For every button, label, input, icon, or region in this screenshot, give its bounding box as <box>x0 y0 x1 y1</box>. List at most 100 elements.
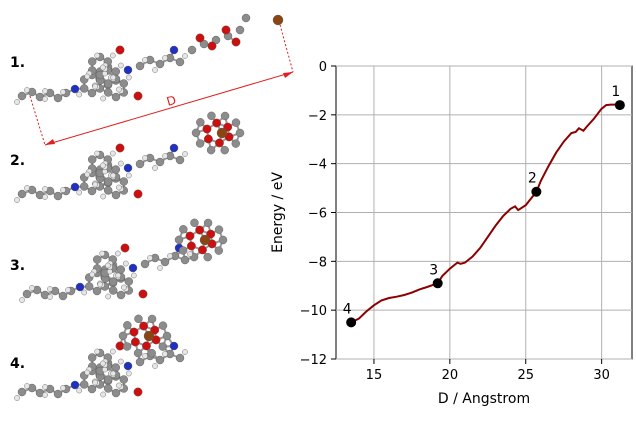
atom <box>163 332 171 340</box>
atom <box>88 385 96 393</box>
data-point-label-4: 4 <box>343 301 352 317</box>
atom <box>85 370 90 375</box>
atom <box>42 186 47 191</box>
atom <box>159 343 167 351</box>
atom <box>80 183 88 191</box>
atom <box>215 247 223 255</box>
atom <box>156 158 164 166</box>
atom <box>196 118 204 126</box>
molecule-3 <box>19 219 227 303</box>
atom <box>88 156 96 164</box>
atom <box>115 251 120 256</box>
atom <box>221 146 229 154</box>
molecule-2 <box>14 112 244 203</box>
atom <box>80 85 88 93</box>
atom <box>204 219 212 227</box>
atom <box>203 125 211 133</box>
atom <box>147 255 152 260</box>
atom <box>170 144 178 152</box>
panel-label-1: 1. <box>10 55 25 71</box>
atom <box>182 53 187 58</box>
atom <box>110 349 115 354</box>
atom <box>176 156 184 164</box>
y-tick-label: −8 <box>308 255 327 270</box>
atom <box>85 283 93 291</box>
atom <box>93 380 98 385</box>
atom <box>123 261 128 266</box>
data-point-2 <box>531 187 541 197</box>
atom <box>159 322 167 330</box>
atom <box>110 53 115 58</box>
atom <box>120 178 128 186</box>
atom <box>24 87 29 92</box>
atom <box>118 161 123 166</box>
x-tick-label: 15 <box>366 368 383 383</box>
atom <box>93 256 101 264</box>
molecule-illustrations: 1. 2. 3. 4. D <box>0 0 300 426</box>
molecule-1 <box>14 14 283 105</box>
atom <box>124 164 132 172</box>
atom <box>136 358 144 366</box>
atom <box>93 182 98 187</box>
atom <box>207 146 215 154</box>
atom <box>118 359 123 364</box>
atom <box>116 144 124 152</box>
atom <box>120 376 128 384</box>
atom <box>116 87 121 92</box>
data-point-4 <box>346 317 356 327</box>
atom <box>157 265 162 270</box>
panel-label-4: 4. <box>10 356 25 372</box>
atom <box>190 219 198 227</box>
atom <box>116 46 124 54</box>
atom <box>85 74 90 79</box>
atom <box>42 392 47 397</box>
atom <box>42 96 47 101</box>
atom <box>179 246 187 254</box>
atom <box>142 353 147 358</box>
atom <box>54 192 62 200</box>
atom <box>119 332 127 340</box>
atom <box>93 287 101 295</box>
atom <box>112 364 120 372</box>
atom <box>65 287 70 292</box>
atom <box>101 392 106 397</box>
data-point-label-3: 3 <box>429 262 438 278</box>
atom <box>60 89 65 94</box>
atom <box>18 190 26 198</box>
atom <box>162 55 167 60</box>
atom <box>112 68 120 76</box>
y-tick-label: −2 <box>308 109 327 124</box>
atom <box>117 291 125 299</box>
atom <box>162 153 167 158</box>
atom <box>161 258 169 266</box>
data-point-label-2: 2 <box>528 171 537 187</box>
atom <box>47 294 52 299</box>
atom <box>95 151 100 156</box>
atom <box>186 232 194 240</box>
atom <box>131 338 139 346</box>
atom <box>232 119 240 127</box>
atom <box>88 89 96 97</box>
atom <box>111 75 116 80</box>
atom <box>131 273 136 278</box>
atom <box>123 321 131 329</box>
atom <box>71 381 79 389</box>
atom <box>134 349 142 357</box>
atom <box>112 191 120 199</box>
atom <box>142 342 150 350</box>
atom <box>71 85 79 93</box>
atom <box>176 58 184 66</box>
atom <box>196 34 204 42</box>
y-axis-label: Energy / eV <box>270 172 286 253</box>
atom <box>162 351 167 356</box>
atom <box>112 166 120 174</box>
atom <box>242 14 250 22</box>
atom <box>54 390 62 398</box>
atom <box>219 236 227 244</box>
atom <box>176 354 184 362</box>
atom <box>121 285 126 290</box>
atom <box>152 363 157 368</box>
atom <box>109 287 117 295</box>
atom <box>80 381 88 389</box>
